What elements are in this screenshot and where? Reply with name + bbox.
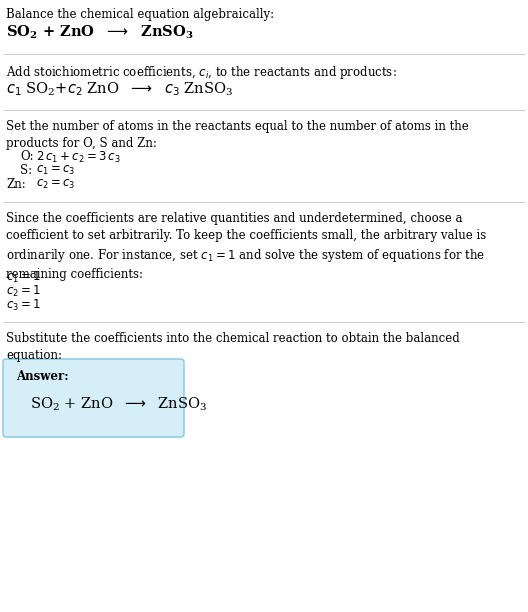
Text: $c_1 = c_3$: $c_1 = c_3$ <box>36 164 76 177</box>
Text: Add stoichiometric coefficients, $c_i$, to the reactants and products:: Add stoichiometric coefficients, $c_i$, … <box>6 64 397 81</box>
Text: $2\,c_1 + c_2 = 3\,c_3$: $2\,c_1 + c_2 = 3\,c_3$ <box>36 150 121 165</box>
Text: O:: O: <box>20 150 34 163</box>
Text: $c_1\ $$\mathregular{SO_2}$$ + c_2\ $$\mathregular{ZnO}$$\ \ \longrightarrow\ \ : $c_1\ $$\mathregular{SO_2}$$ + c_2\ $$\m… <box>6 80 233 98</box>
Text: $c_2 = 1$: $c_2 = 1$ <box>6 284 41 299</box>
Text: $c_3 = 1$: $c_3 = 1$ <box>6 298 41 313</box>
Text: $\mathregular{SO_2}$ + ZnO  $\longrightarrow$  $\mathregular{ZnSO_3}$: $\mathregular{SO_2}$ + ZnO $\longrightar… <box>6 24 194 42</box>
Text: $\mathregular{SO_2}$ + ZnO  $\longrightarrow$  $\mathregular{ZnSO_3}$: $\mathregular{SO_2}$ + ZnO $\longrightar… <box>30 396 207 413</box>
Text: $c_1 = 1$: $c_1 = 1$ <box>6 270 41 285</box>
FancyBboxPatch shape <box>3 359 184 437</box>
Text: Since the coefficients are relative quantities and underdetermined, choose a
coe: Since the coefficients are relative quan… <box>6 212 486 281</box>
Text: S:: S: <box>20 164 32 177</box>
Text: Substitute the coefficients into the chemical reaction to obtain the balanced
eq: Substitute the coefficients into the che… <box>6 332 460 362</box>
Text: Balance the chemical equation algebraically:: Balance the chemical equation algebraica… <box>6 8 274 21</box>
Text: Answer:: Answer: <box>16 370 69 383</box>
Text: $c_2 = c_3$: $c_2 = c_3$ <box>36 178 76 191</box>
Text: Zn:: Zn: <box>6 178 26 191</box>
Text: Set the number of atoms in the reactants equal to the number of atoms in the
pro: Set the number of atoms in the reactants… <box>6 120 469 150</box>
